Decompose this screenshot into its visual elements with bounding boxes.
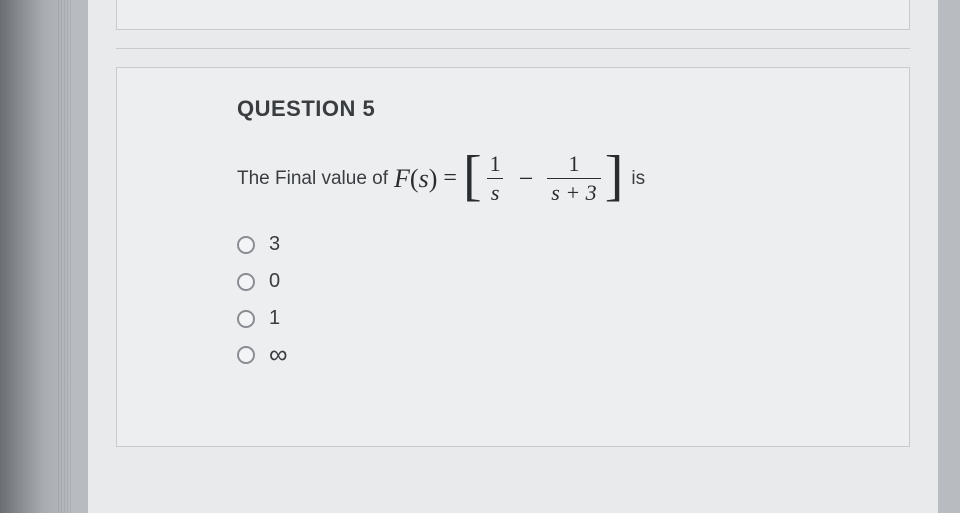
previous-question-box-edge bbox=[116, 0, 910, 30]
formula-function: F bbox=[394, 164, 410, 194]
prompt-lead-text: The Final value of bbox=[237, 168, 388, 190]
minus-sign: − bbox=[519, 164, 534, 194]
page-area: QUESTION 5 The Final value of F ( s ) = … bbox=[88, 0, 938, 513]
bracket-open: [ bbox=[463, 154, 482, 199]
options-list: 3 0 1 ∞ bbox=[237, 233, 881, 365]
frac2-numerator: 1 bbox=[564, 152, 583, 178]
frac1-numerator: 1 bbox=[486, 152, 505, 178]
radio-button[interactable] bbox=[237, 310, 255, 328]
option-row[interactable]: ∞ bbox=[237, 344, 881, 365]
question-prompt: The Final value of F ( s ) = [ 1 s − 1 s… bbox=[237, 152, 881, 205]
question-title: QUESTION 5 bbox=[237, 96, 881, 122]
option-label: ∞ bbox=[269, 344, 288, 365]
option-label: 0 bbox=[269, 270, 280, 293]
option-row[interactable]: 0 bbox=[237, 270, 881, 293]
option-row[interactable]: 1 bbox=[237, 307, 881, 330]
formula-expression: F ( s ) = [ 1 s − 1 s + 3 ] bbox=[394, 152, 623, 205]
divider bbox=[116, 48, 910, 49]
paren-open: ( bbox=[410, 164, 419, 194]
question-container: QUESTION 5 The Final value of F ( s ) = … bbox=[116, 67, 910, 447]
option-label: 3 bbox=[269, 233, 280, 256]
option-row[interactable]: 3 bbox=[237, 233, 881, 256]
frac1-denominator: s bbox=[487, 178, 504, 205]
paren-close: ) bbox=[429, 164, 438, 194]
radio-button[interactable] bbox=[237, 236, 255, 254]
page-binding-edge bbox=[0, 0, 72, 513]
radio-button[interactable] bbox=[237, 346, 255, 364]
equals-sign: = bbox=[443, 165, 457, 192]
fraction-1: 1 s bbox=[486, 152, 505, 205]
formula-variable: s bbox=[419, 164, 429, 194]
bracket-close: ] bbox=[605, 154, 624, 199]
radio-button[interactable] bbox=[237, 273, 255, 291]
frac2-denominator: s + 3 bbox=[547, 178, 600, 205]
fraction-2: 1 s + 3 bbox=[547, 152, 600, 205]
prompt-tail-text: is bbox=[631, 168, 645, 190]
option-label: 1 bbox=[269, 307, 280, 330]
